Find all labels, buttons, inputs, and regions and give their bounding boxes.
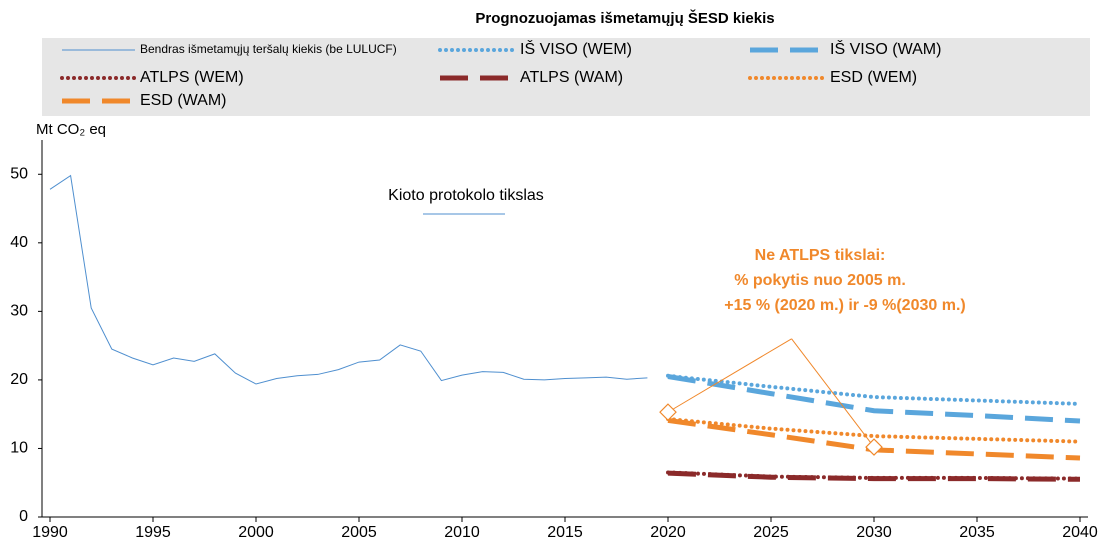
series-line [667, 374, 1081, 424]
target-marker [659, 403, 677, 421]
chart-title: Prognozuojamas išmetamųjų ŠESD kiekis [475, 9, 774, 27]
annotation-pointer [791, 338, 875, 448]
x-tick-label: 2005 [341, 524, 377, 541]
x-tick-label: 2040 [1062, 524, 1098, 541]
annotation: Kioto protokolo tikslas [388, 187, 544, 204]
legend-label: ESD (WEM) [830, 69, 917, 86]
legend-label: IŠ VISO (WEM) [520, 39, 632, 58]
legend-label: IŠ VISO (WAM) [830, 39, 941, 58]
x-tick-label: 2020 [650, 524, 686, 541]
y-tick-label: 40 [10, 234, 28, 251]
annotation-pointer [667, 338, 792, 413]
x-tick-label: 2025 [753, 524, 789, 541]
y-tick-label: 50 [10, 165, 28, 182]
x-tick-label: 2000 [238, 524, 274, 541]
legend-label: ATLPS (WEM) [140, 69, 244, 86]
annotation: +15 % (2020 m.) ir -9 %(2030 m.) [724, 297, 965, 314]
legend-box [42, 38, 1090, 116]
y-axis-label: Mt CO₂ eq [36, 121, 106, 138]
x-tick-label: 1990 [32, 524, 68, 541]
x-tick-label: 2035 [959, 524, 995, 541]
legend-label: ATLPS (WAM) [520, 69, 623, 86]
target-marker [865, 438, 883, 456]
x-tick-label: 1995 [135, 524, 171, 541]
series-line [666, 373, 1082, 406]
x-tick-label: 2030 [856, 524, 892, 541]
y-tick-label: 20 [10, 371, 28, 388]
series-line [49, 174, 648, 385]
series-line [667, 470, 1081, 482]
legend-label: Bendras išmetamųjų teršalų kiekis (be LU… [140, 42, 397, 56]
x-tick-label: 2015 [547, 524, 583, 541]
y-tick-label: 0 [19, 508, 28, 525]
y-tick-label: 30 [10, 303, 28, 320]
annotation: Ne ATLPS tikslai: [755, 247, 886, 264]
annotation: % pokytis nuo 2005 m. [734, 272, 906, 289]
x-tick-label: 2010 [444, 524, 480, 541]
legend-label: ESD (WAM) [140, 92, 227, 109]
y-tick-label: 10 [10, 440, 28, 457]
